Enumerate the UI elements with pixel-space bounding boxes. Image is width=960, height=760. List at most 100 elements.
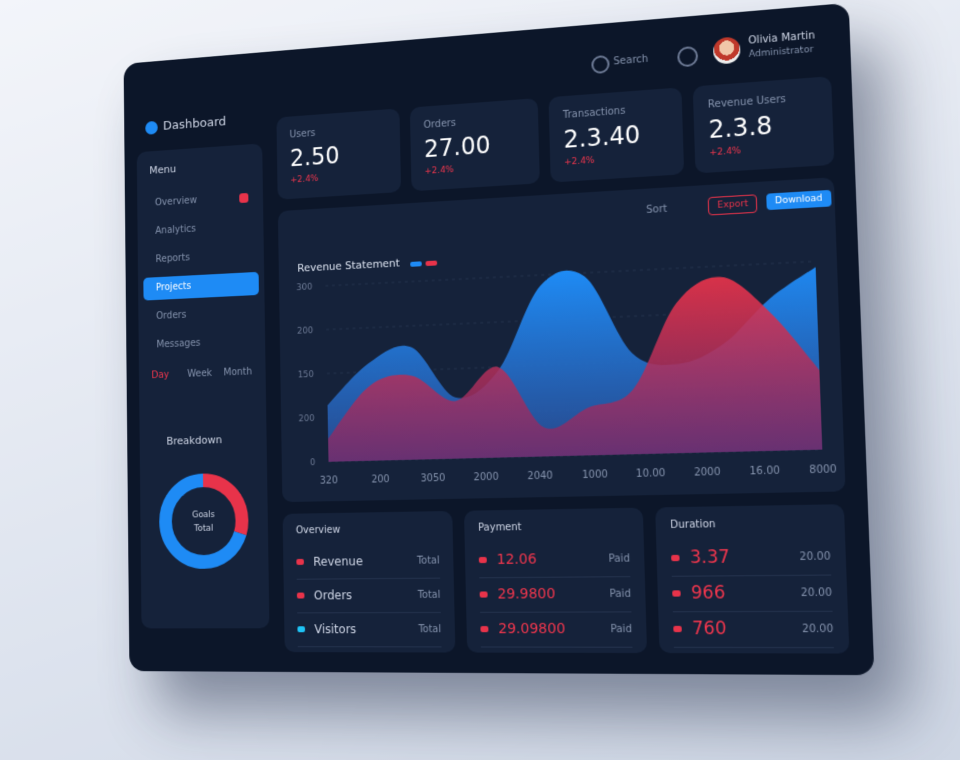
row-meta: Total [416,554,440,567]
tab[interactable]: Month [223,366,253,379]
kpi-delta: +2.4% [290,174,319,186]
x-axis-label: 10.00 [636,468,666,480]
header-icon[interactable] [677,45,699,68]
sidebar: Menu Overview Analytics Reports Projects Orde… [136,143,270,629]
row-marker [673,625,682,633]
table-title: Payment [478,521,522,534]
row-label: 12.06 [496,551,537,569]
row-marker [672,590,681,597]
donut-center-label: Total [193,524,213,534]
tab[interactable]: Day [151,369,170,382]
kpi-card: Transactions 2.3.40 +2.4% [548,87,685,183]
x-axis-label: 16.00 [749,465,780,477]
row-meta: Total [418,623,442,635]
row-marker [297,626,306,633]
donut-center-label: Goals [192,510,215,520]
badge [239,192,249,204]
row-marker [478,556,487,564]
kpi-label: Transactions [562,105,626,122]
avatar[interactable] [712,36,741,65]
row-marker [296,592,305,599]
row-label: 966 [690,582,726,604]
header-icon[interactable] [591,54,610,75]
x-axis-label: 8000 [809,464,837,476]
row-label: 3.37 [689,546,731,569]
kpi-delta: +2.4% [424,165,454,177]
row-meta: 20.00 [799,550,831,563]
kpi-card: Users 2.50 +2.4% [276,108,402,200]
table-row: 29.9800 Paid [479,576,632,613]
y-axis-label: 300 [296,282,312,293]
row-label: 29.9800 [497,585,556,603]
row-marker [479,591,488,598]
y-axis-label: 0 [310,458,316,468]
row-marker [671,554,680,562]
kpi-label: Users [289,128,316,141]
row-meta: 20.00 [801,623,834,635]
nav-item[interactable]: Messages [156,337,201,351]
chart-card: Sort Export Download Revenue Statement 300 20… [277,177,846,503]
kpi-value: 2.50 [289,141,340,173]
legend-swatch [410,261,422,267]
y-axis-label: 200 [299,414,315,424]
kpi-delta: +2.4% [564,155,595,168]
x-axis-label: 2040 [527,470,553,482]
tab[interactable]: Week [187,368,213,380]
row-meta: Total [417,589,441,601]
row-label: Revenue [313,554,363,569]
nav-item[interactable]: Projects [143,271,259,301]
kpi-value: 2.3.40 [563,120,641,154]
sidebar-title: Menu [149,162,177,177]
table-card: Payment 12.06 Paid 29.9800 Paid 29.09800 Paid [463,507,648,654]
table-row: 966 20.00 [671,574,833,613]
brand-logo [145,120,158,135]
x-axis-label: 2000 [694,467,721,479]
table-row: 3.37 20.00 [670,538,832,577]
table-title: Duration [670,518,716,532]
kpi-card: Orders 27.00 +2.4% [409,98,540,192]
nav-item[interactable]: Orders [156,309,187,322]
search-label[interactable]: Search [613,53,649,68]
y-axis-label: 200 [297,326,313,337]
x-axis-label: 2000 [474,472,499,484]
table-row: Visitors Total [297,611,442,648]
nav-item[interactable]: Overview [142,186,257,216]
table-title: Overview [295,524,341,537]
kpi-value: 2.3.8 [708,111,773,145]
kpi-delta: +2.4% [709,146,742,159]
row-meta: 20.00 [800,586,833,599]
table-row: 760 20.00 [672,610,834,649]
donut-chart: Goals Total [149,462,260,580]
nav-item[interactable]: Analytics [155,223,196,237]
row-meta: Paid [608,552,631,565]
kpi-card: Revenue Users 2.3.8 +2.4% [692,76,835,174]
nav-item[interactable]: Reports [155,252,190,265]
x-axis-label: 320 [320,475,338,486]
row-label: Visitors [314,622,357,637]
dashboard: Search Olivia Martin Administrator Dashboar… [123,2,875,676]
x-axis-label: 200 [371,474,389,485]
table-card: Duration 3.37 20.00 966 20.00 760 20.00 [655,504,850,654]
row-marker [480,626,489,633]
user-role: Administrator [748,44,814,60]
row-label: 760 [691,618,727,640]
row-meta: Paid [610,623,633,635]
table-row: 12.06 Paid [478,540,631,579]
row-meta: Paid [609,588,632,600]
kpi-value: 27.00 [423,131,491,164]
row-label: 29.09800 [498,620,566,638]
chart-title: Revenue Statement [297,256,400,274]
table-row: Orders Total [296,577,441,614]
kpi-label: Orders [423,117,456,131]
legend-swatch [425,260,438,267]
area-series [325,272,823,462]
table-row: 29.09800 Paid [480,611,633,648]
table-row: Revenue Total [296,543,441,580]
y-axis-label: 150 [298,370,314,380]
row-label: Orders [313,588,353,603]
x-axis-label: 3050 [421,473,446,485]
